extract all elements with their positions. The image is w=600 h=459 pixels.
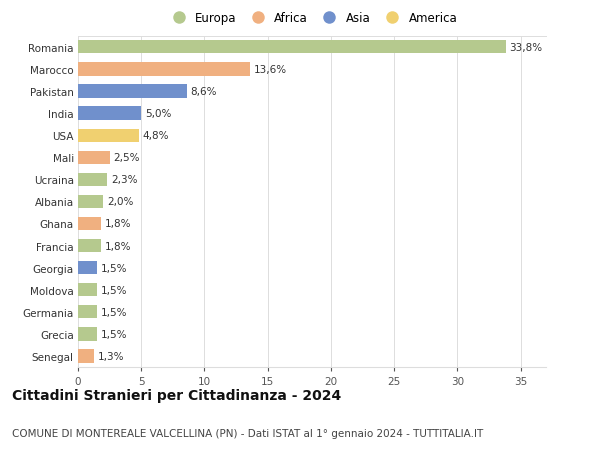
Text: 1,5%: 1,5%: [101, 285, 127, 295]
Bar: [78, 174, 107, 186]
Text: 1,5%: 1,5%: [101, 307, 127, 317]
Text: 1,8%: 1,8%: [104, 241, 131, 251]
Bar: [78, 151, 110, 164]
Text: 4,8%: 4,8%: [143, 131, 169, 141]
Bar: [78, 262, 97, 274]
Bar: [78, 63, 250, 76]
Text: 1,5%: 1,5%: [101, 263, 127, 273]
Bar: [78, 240, 101, 252]
Bar: [78, 328, 97, 341]
Text: COMUNE DI MONTEREALE VALCELLINA (PN) - Dati ISTAT al 1° gennaio 2024 - TUTTITALI: COMUNE DI MONTEREALE VALCELLINA (PN) - D…: [12, 428, 483, 438]
Text: 1,3%: 1,3%: [98, 351, 125, 361]
Legend: Europa, Africa, Asia, America: Europa, Africa, Asia, America: [164, 10, 460, 28]
Text: 5,0%: 5,0%: [145, 109, 172, 119]
Text: Cittadini Stranieri per Cittadinanza - 2024: Cittadini Stranieri per Cittadinanza - 2…: [12, 388, 341, 403]
Text: 2,0%: 2,0%: [107, 197, 133, 207]
Bar: [78, 129, 139, 142]
Bar: [78, 306, 97, 319]
Text: 8,6%: 8,6%: [191, 87, 217, 97]
Text: 2,5%: 2,5%: [113, 153, 140, 163]
Bar: [78, 85, 187, 98]
Text: 33,8%: 33,8%: [509, 43, 542, 53]
Text: 2,3%: 2,3%: [111, 175, 137, 185]
Text: 1,5%: 1,5%: [101, 329, 127, 339]
Bar: [78, 107, 141, 120]
Text: 1,8%: 1,8%: [104, 219, 131, 229]
Bar: [78, 218, 101, 230]
Bar: [78, 41, 506, 54]
Bar: [78, 350, 94, 363]
Bar: [78, 284, 97, 297]
Text: 13,6%: 13,6%: [254, 65, 287, 75]
Bar: [78, 196, 103, 208]
